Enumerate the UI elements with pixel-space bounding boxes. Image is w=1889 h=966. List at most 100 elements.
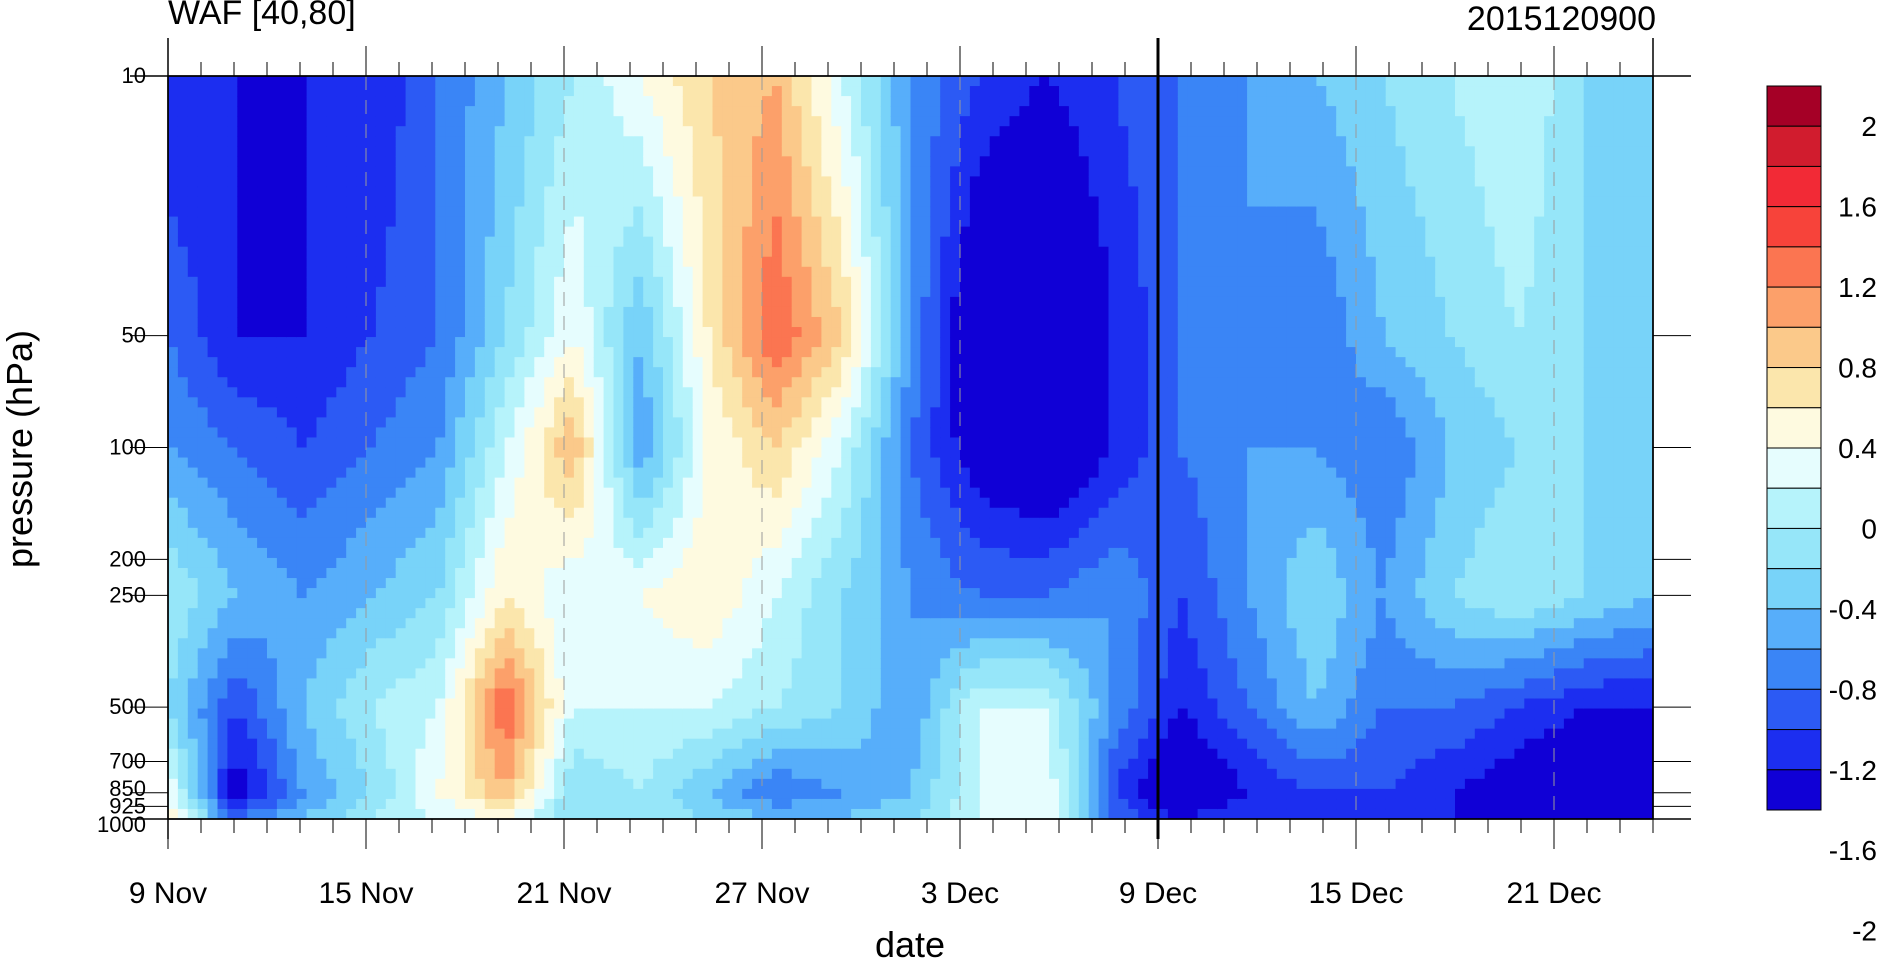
field-cell bbox=[623, 327, 634, 338]
field-cell bbox=[524, 698, 535, 710]
field-cell bbox=[326, 136, 337, 147]
field-cell bbox=[534, 427, 545, 439]
field-cell bbox=[564, 367, 575, 378]
field-cell bbox=[187, 778, 199, 790]
field-cell bbox=[781, 196, 793, 208]
field-cell bbox=[771, 678, 783, 690]
field-cell bbox=[385, 256, 397, 268]
field-cell bbox=[207, 437, 219, 449]
field-cell bbox=[623, 256, 634, 268]
field-cell bbox=[257, 296, 268, 308]
field-cell bbox=[722, 467, 733, 479]
field-cell bbox=[712, 437, 723, 449]
field-cell bbox=[247, 798, 258, 810]
field-cell bbox=[237, 708, 248, 720]
field-cell bbox=[544, 808, 555, 819]
field-cell bbox=[375, 758, 387, 770]
field-cell bbox=[445, 126, 456, 137]
field-cell bbox=[613, 738, 624, 750]
field-cell bbox=[534, 276, 545, 288]
field-cell bbox=[504, 768, 516, 780]
field-cell bbox=[197, 206, 209, 218]
field-cell bbox=[504, 367, 516, 378]
field-cell bbox=[821, 798, 832, 810]
field-cell bbox=[771, 216, 783, 228]
field-cell bbox=[455, 176, 466, 188]
field-cell bbox=[336, 296, 347, 308]
field-cell bbox=[801, 166, 813, 177]
field-cell bbox=[227, 407, 238, 418]
field-cell bbox=[177, 316, 189, 328]
field-cell bbox=[395, 668, 407, 680]
field-cell bbox=[663, 417, 674, 429]
field-cell bbox=[465, 628, 476, 639]
field-cell bbox=[534, 658, 545, 669]
field-cell bbox=[752, 497, 763, 509]
field-cell bbox=[564, 377, 575, 388]
field-cell bbox=[672, 588, 684, 599]
field-cell bbox=[702, 497, 714, 509]
field-cell bbox=[405, 166, 417, 177]
field-cell bbox=[375, 96, 387, 107]
field-cell bbox=[653, 738, 664, 750]
field-cell bbox=[326, 417, 337, 429]
field-cell bbox=[395, 467, 407, 479]
field-cell bbox=[633, 236, 644, 248]
field-cell bbox=[623, 276, 634, 288]
field-cell bbox=[762, 507, 773, 519]
field-cell bbox=[316, 176, 327, 188]
field-cell bbox=[306, 748, 318, 760]
field-cell bbox=[286, 397, 298, 408]
field-cell bbox=[801, 206, 813, 218]
field-cell bbox=[484, 126, 496, 137]
field-cell bbox=[286, 427, 298, 439]
field-cell bbox=[296, 156, 308, 167]
field-cell bbox=[494, 407, 506, 418]
field-cell bbox=[791, 96, 803, 107]
field-cell bbox=[702, 106, 714, 117]
field-cell bbox=[811, 246, 822, 258]
field-cell bbox=[415, 166, 426, 177]
field-cell bbox=[267, 718, 278, 730]
field-cell bbox=[653, 578, 664, 589]
field-cell bbox=[415, 156, 426, 167]
field-cell bbox=[296, 578, 308, 589]
field-cell bbox=[603, 588, 615, 599]
field-cell bbox=[336, 788, 347, 800]
field-cell bbox=[722, 487, 733, 499]
field-cell bbox=[494, 638, 506, 649]
field-cell bbox=[366, 608, 377, 619]
field-cell bbox=[326, 327, 337, 338]
field-cell bbox=[742, 537, 753, 549]
field-cell bbox=[771, 668, 783, 680]
field-cell bbox=[405, 497, 417, 509]
field-cell bbox=[554, 738, 565, 750]
field-cell bbox=[791, 236, 803, 248]
field-cell bbox=[544, 116, 555, 127]
field-cell bbox=[762, 497, 773, 509]
field-cell bbox=[762, 186, 773, 198]
field-cell bbox=[692, 517, 704, 529]
field-cell bbox=[405, 477, 417, 489]
field-cell bbox=[623, 768, 634, 780]
field-cell bbox=[633, 598, 644, 609]
field-cell bbox=[554, 798, 565, 810]
field-cell bbox=[534, 246, 545, 258]
field-cell bbox=[494, 467, 506, 479]
field-cell bbox=[534, 226, 545, 238]
field-cell bbox=[791, 718, 803, 730]
field-cell bbox=[564, 206, 575, 218]
field-cell bbox=[623, 618, 634, 629]
field-cell bbox=[395, 116, 407, 127]
field-cell bbox=[752, 778, 763, 790]
field-cell bbox=[732, 136, 743, 147]
field-cell bbox=[385, 206, 397, 218]
field-cell bbox=[722, 497, 733, 509]
field-cell bbox=[554, 106, 565, 117]
field-cell bbox=[267, 86, 278, 97]
field-cell bbox=[168, 688, 179, 700]
field-cell bbox=[405, 146, 417, 157]
field-cell bbox=[653, 788, 664, 800]
field-cell bbox=[207, 588, 219, 599]
field-cell bbox=[544, 377, 555, 388]
